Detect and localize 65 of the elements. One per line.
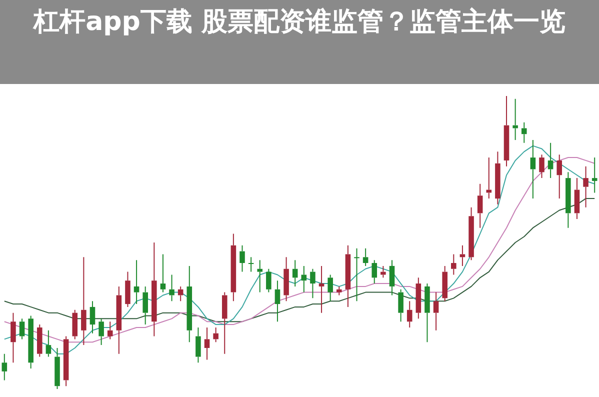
- candlestick: [10, 312, 16, 364]
- candlestick: [240, 244, 245, 272]
- candlestick: [169, 274, 174, 302]
- candlestick: [372, 260, 378, 284]
- candlestick: [574, 178, 580, 220]
- candlestick: [54, 347, 60, 390]
- candlestick: [336, 286, 342, 296]
- candlestick: [257, 260, 263, 293]
- candlestick: [433, 292, 439, 331]
- candlestick: [539, 154, 544, 179]
- candlestick: [125, 271, 130, 308]
- candlestick: [504, 96, 510, 167]
- candlestick: [318, 265, 324, 314]
- candlestick: [398, 288, 404, 322]
- candlestick: [345, 244, 351, 308]
- candlestick: [424, 283, 430, 343]
- candlestick: [98, 318, 104, 346]
- candlestick: [477, 183, 483, 228]
- candlestick: [248, 256, 254, 272]
- candlestick: [2, 353, 8, 381]
- candlestick: [90, 300, 96, 334]
- candlestick: [230, 233, 236, 302]
- candlestick: [160, 254, 166, 293]
- candlestick: [292, 260, 298, 287]
- candlestick: [566, 172, 571, 228]
- candlestick: [266, 268, 272, 293]
- candlestick: [284, 256, 289, 302]
- candlestick: [274, 280, 280, 322]
- candlestick: [196, 326, 201, 364]
- candlestick: [583, 166, 588, 208]
- candlestick: [406, 300, 412, 328]
- candlestick: [72, 309, 78, 340]
- candlestick: [354, 248, 360, 302]
- candlestick: [28, 315, 34, 369]
- candlestick: [142, 286, 148, 326]
- candlestick: [152, 242, 157, 337]
- candlestick: [204, 326, 210, 360]
- candlestick: [134, 260, 140, 305]
- candlestick: [451, 254, 456, 276]
- candlestick: [592, 157, 598, 194]
- candlestick: [521, 122, 527, 144]
- candlestick: [46, 330, 52, 358]
- candlestick: [442, 265, 448, 302]
- candlestick: [19, 318, 25, 340]
- candlestick: [222, 292, 228, 354]
- candlestick: [548, 142, 554, 179]
- chart-title: 杠杆app下载 股票配资谁监管？监管主体一览: [32, 6, 566, 39]
- candlestick: [530, 139, 536, 200]
- candlestick: [460, 244, 466, 266]
- candlestick: [186, 265, 192, 343]
- candlestick: [63, 336, 69, 387]
- candlestick: [301, 265, 307, 293]
- candlestick: [556, 154, 562, 200]
- candlestick: [328, 274, 333, 302]
- candlestick: [81, 256, 86, 346]
- candlestick: [416, 277, 422, 320]
- candlestick: [116, 286, 122, 354]
- candlestick: [495, 151, 500, 205]
- candlestick: [107, 321, 113, 340]
- candlestick: [362, 248, 368, 266]
- candlestick: [468, 206, 474, 261]
- candlestick: [36, 324, 42, 358]
- candlestick: [389, 260, 395, 296]
- candlestick: [213, 326, 218, 343]
- candlestick: [310, 268, 316, 299]
